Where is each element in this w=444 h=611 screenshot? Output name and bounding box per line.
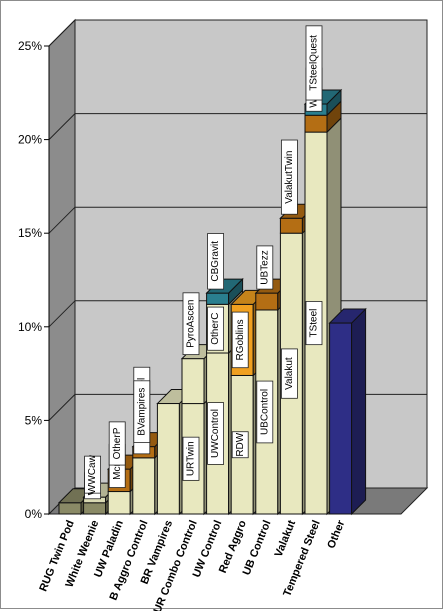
segment-label-box: [207, 233, 225, 290]
segment-label-box: [231, 311, 249, 369]
y-tick-label: 10%: [18, 320, 42, 334]
gridline-side: [48, 19, 76, 47]
bar-segment-front: [181, 358, 205, 405]
bar-segment-front: [279, 217, 303, 234]
bar-segment-front: [156, 403, 180, 515]
segment-label-box: [133, 380, 151, 444]
y-tick-label: 25%: [18, 39, 42, 53]
segment-label: Valakut: [284, 357, 295, 390]
segment-label-box: [182, 436, 200, 481]
y-tick-label: 20%: [18, 133, 42, 147]
segment-label: WWCaw: [87, 454, 98, 494]
segment-label: Mcraft: [112, 452, 123, 480]
segment-label: CBGravit: [210, 241, 221, 282]
bar-segment-front: [58, 502, 82, 515]
gridline-side: [48, 300, 76, 328]
bar-segment-front: [255, 292, 279, 311]
segment-label-box: [108, 421, 126, 466]
segment-label: RGoblins: [235, 319, 246, 360]
segment-label: PyroAscen: [186, 300, 197, 348]
segment-label: UWControl: [210, 409, 221, 458]
gridline-side: [48, 394, 76, 421]
segment-label: UBControl: [259, 389, 270, 435]
bar-segment-front: [206, 292, 230, 305]
segment-label: URTwin: [186, 441, 197, 476]
side-wall: [48, 18, 76, 516]
gridline-side: [48, 206, 76, 234]
segment-label: TSteel: [309, 309, 320, 338]
segment-label-box: [231, 431, 249, 459]
bar-segment-side: [351, 307, 367, 516]
bar-top: [328, 308, 367, 324]
bar-segment-front: [304, 114, 328, 133]
segment-label-box: [305, 25, 323, 101]
segment-label-box: [207, 306, 225, 351]
segment-label-box: [256, 380, 274, 444]
y-tick-label: 15%: [18, 226, 42, 240]
segment-label: OtherC: [210, 313, 221, 345]
segment-label-box: [280, 348, 298, 399]
segment-label-box: [182, 292, 200, 356]
segment-label: UBTezz: [259, 250, 270, 284]
segment-labels: WWWWCawMcraftOtherPBAggroControlBVampire…: [84, 25, 323, 500]
segment-label: BVampires: [136, 388, 147, 436]
segment-label-box: [305, 301, 323, 346]
bar-segment-front: [329, 322, 353, 515]
segment-label-box: [84, 455, 101, 494]
y-tick-label: 0%: [25, 507, 43, 521]
segment-label-box: [256, 245, 274, 290]
x-category-label: Valakut: [273, 518, 299, 559]
segment-label-box: [280, 139, 298, 215]
x-category-label: Other: [325, 518, 347, 550]
gridline-side: [48, 113, 76, 140]
segment-label-box: [207, 402, 225, 465]
segment-label: ValakutTwin: [284, 151, 295, 204]
bar-segment-front: [107, 491, 131, 515]
segment-label: RDW: [235, 432, 246, 456]
y-tick-label: 5%: [25, 413, 43, 427]
bar-segment-front: [83, 502, 107, 515]
segment-label: OtherP: [112, 427, 123, 459]
segment-label: TSteelQuest: [309, 35, 320, 91]
bar-stack: [328, 307, 367, 516]
bar-segment-front: [132, 457, 156, 515]
